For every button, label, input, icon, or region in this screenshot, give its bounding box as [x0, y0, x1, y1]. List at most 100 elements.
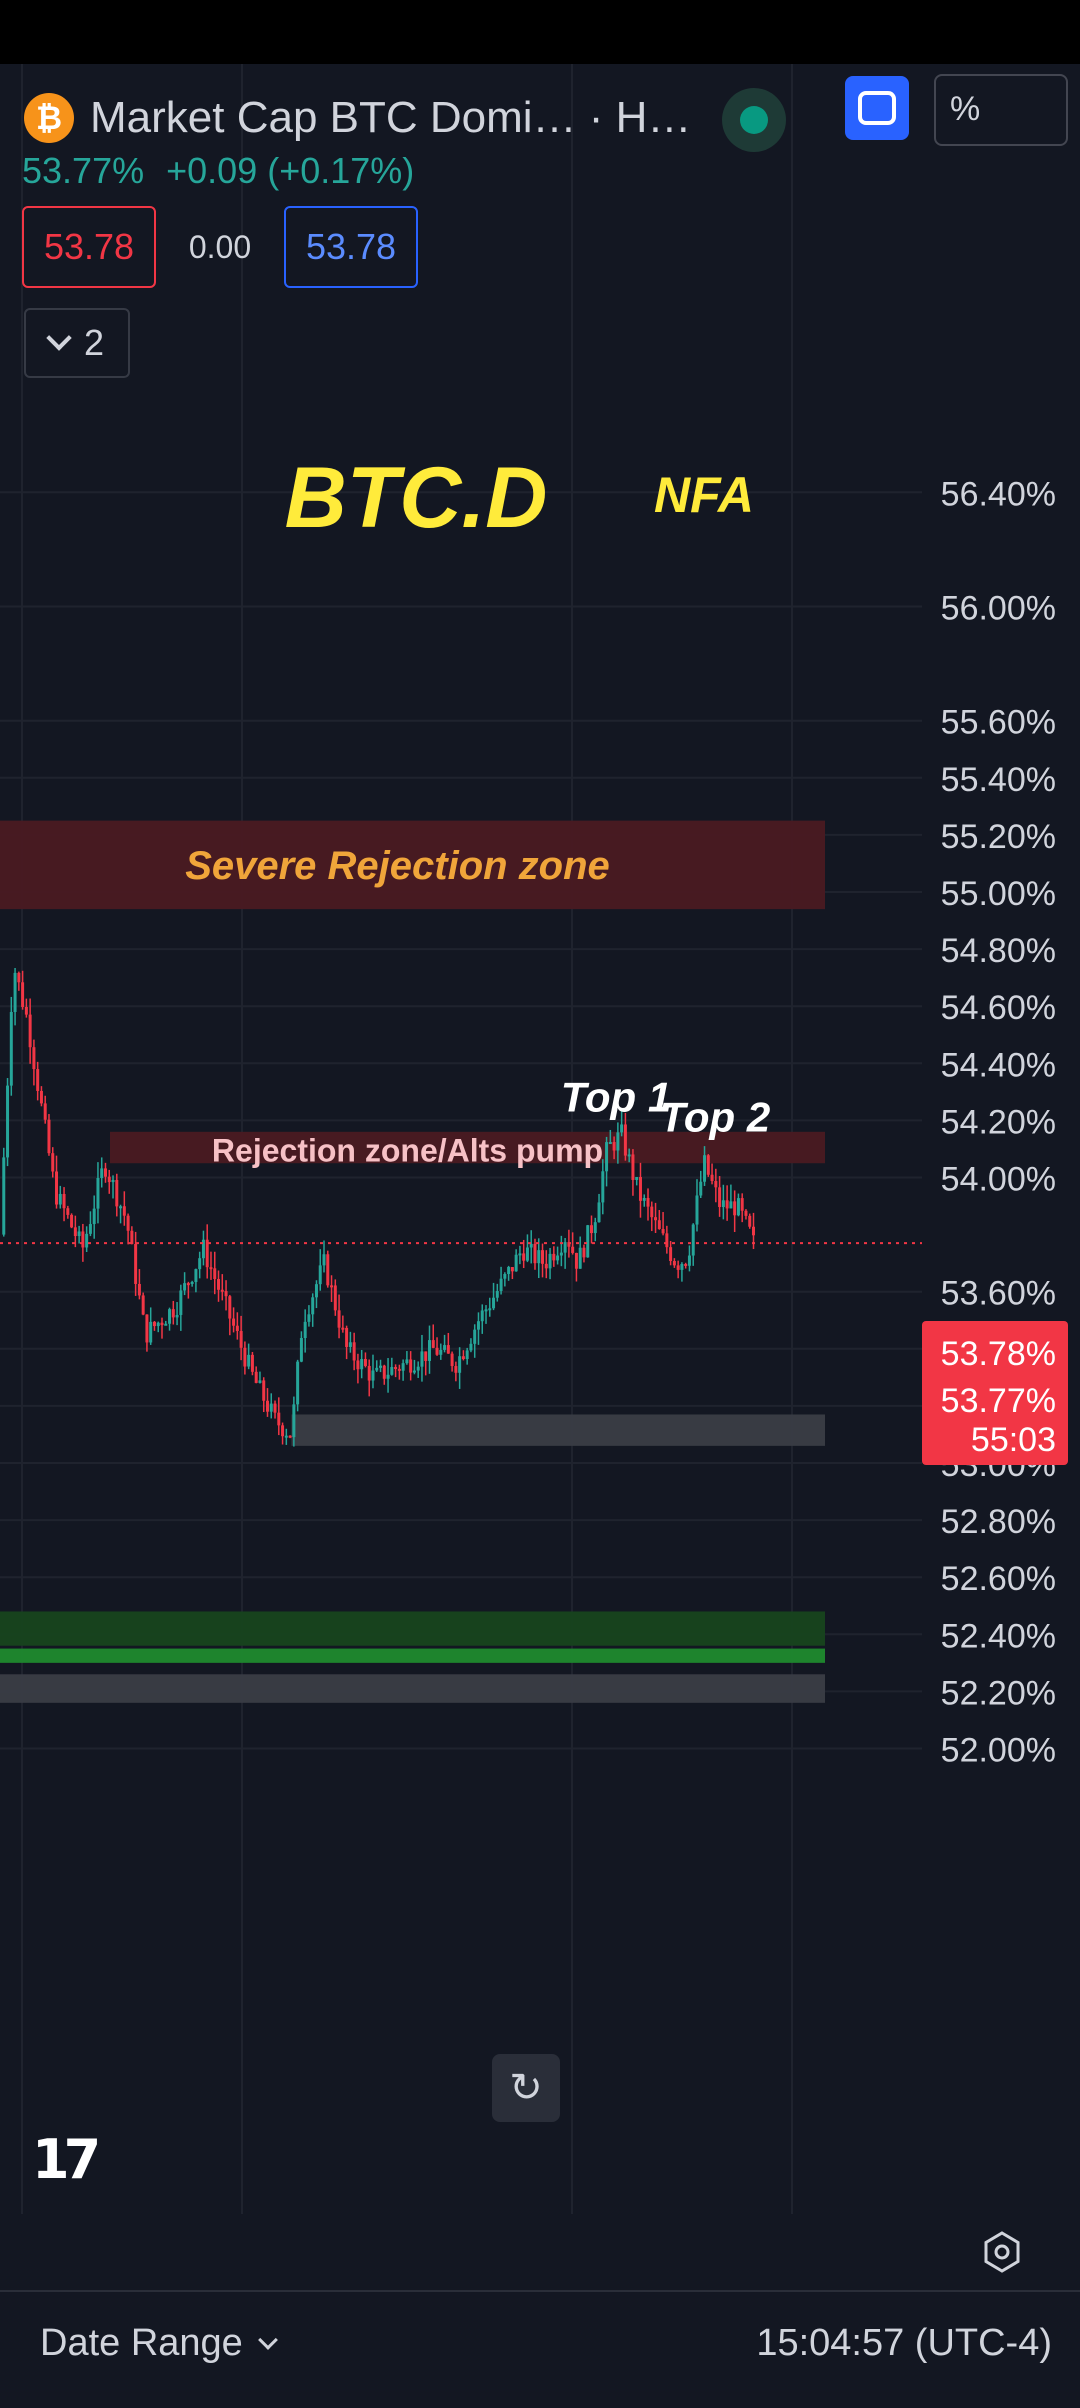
candle-body [32, 1047, 36, 1070]
sell-button[interactable]: 53.78 [22, 206, 156, 288]
candle-body [92, 1208, 96, 1225]
candle-body [492, 1297, 496, 1309]
candle-body [416, 1366, 420, 1371]
candle-body [684, 1263, 688, 1266]
candle-body [58, 1193, 62, 1205]
bottom-toolbar: Date Range 15:04:57 (UTC-4) [0, 2290, 1080, 2408]
candle-body [446, 1345, 450, 1354]
candle-body [691, 1224, 695, 1256]
buy-button[interactable]: 53.78 [284, 206, 418, 288]
y-tick-label: 54.20% [941, 1103, 1056, 1141]
y-tick-label: 55.40% [941, 761, 1056, 799]
candle-body [149, 1321, 153, 1343]
candle-body [401, 1363, 405, 1371]
candle-body [356, 1360, 360, 1370]
candle-body [152, 1321, 156, 1327]
annotation-label: Top 2 [660, 1094, 770, 1141]
candle-body [13, 972, 17, 1012]
candle-body [17, 972, 21, 983]
candle-body [55, 1171, 59, 1205]
zone-rect-3 [0, 1611, 825, 1646]
date-range-button[interactable]: Date Range [40, 2322, 278, 2365]
live-status-dot-icon [740, 106, 768, 134]
candle-body [676, 1265, 680, 1270]
chart-settings-button[interactable] [978, 2228, 1026, 2276]
price-change-row: 53.77% +0.09 (+0.17%) [22, 150, 426, 192]
chart-app: Severe Rejection zone Rejection zone/Alts… [0, 64, 1080, 2408]
candle-body [66, 1208, 70, 1215]
candle-body [548, 1253, 552, 1269]
candle-body [480, 1310, 484, 1322]
price-label-last: 53.77% [941, 1382, 1056, 1420]
candle-body [616, 1132, 620, 1151]
candle-body [461, 1356, 465, 1360]
candle-body [473, 1329, 477, 1344]
zone-label: Rejection zone/Alts pump [212, 1133, 603, 1169]
candle-body [134, 1244, 138, 1284]
candle-body [623, 1124, 627, 1156]
reset-icon: ↻ [509, 2066, 543, 2110]
bid-ask-row: 53.78 0.00 53.78 [22, 206, 418, 288]
candle-body [311, 1297, 315, 1315]
symbol-title[interactable]: Market Cap BTC Domi… · H… [90, 93, 692, 142]
reset-chart-button[interactable]: ↻ [492, 2054, 560, 2122]
candle-body [190, 1281, 194, 1284]
candle-body [533, 1243, 537, 1264]
candle-body [567, 1242, 571, 1247]
candle-body [593, 1222, 597, 1234]
candle-body [254, 1371, 258, 1383]
candle-body [137, 1283, 141, 1296]
candle-body [510, 1267, 514, 1272]
scale-mode-select[interactable]: % [934, 74, 1068, 146]
candle-body [718, 1187, 722, 1208]
candle-body [424, 1351, 428, 1361]
candle-body [205, 1239, 209, 1268]
candle-body [714, 1181, 718, 1188]
chart-area[interactable]: Severe Rejection zone Rejection zone/Alts… [0, 64, 1080, 2224]
symbol-header[interactable]: ₿ Market Cap BTC Domi… · H… [24, 86, 691, 150]
candle-body [503, 1274, 507, 1279]
candle-body [488, 1308, 492, 1311]
price-label-badge [922, 1321, 1068, 1465]
candle-body [119, 1206, 123, 1209]
settings-icon [984, 2231, 1020, 2273]
candle-body [752, 1226, 755, 1236]
fullscreen-button[interactable] [845, 76, 909, 140]
zone-rect-5 [0, 1674, 825, 1703]
candle-body [541, 1250, 545, 1264]
candle-body [156, 1322, 160, 1327]
candle-body [687, 1255, 691, 1266]
candle-body [171, 1309, 175, 1318]
candle-body [620, 1124, 624, 1133]
candle-body [469, 1343, 473, 1351]
candle-body [194, 1269, 198, 1282]
candle-body [631, 1154, 635, 1180]
candle-body [420, 1351, 424, 1367]
candle-body [597, 1202, 601, 1223]
candle-body [586, 1225, 590, 1258]
candle-body [669, 1247, 673, 1261]
candle-body [330, 1285, 334, 1288]
candle-body [318, 1265, 322, 1285]
market-status-indicator[interactable] [722, 88, 786, 152]
candle-body [409, 1359, 413, 1373]
candle-body [284, 1435, 288, 1438]
candle-body [650, 1206, 654, 1218]
candle-body [427, 1340, 431, 1361]
candle-body [47, 1119, 51, 1154]
candle-body [612, 1142, 616, 1151]
candle-body [314, 1284, 318, 1298]
indicators-toggle-button[interactable]: 2 [24, 308, 130, 378]
candle-body [201, 1239, 205, 1259]
candle-body [103, 1168, 107, 1177]
candle-body [9, 1011, 13, 1086]
candle-body [307, 1314, 311, 1322]
zone-rect-2 [291, 1414, 825, 1446]
tradingview-logo-icon[interactable]: 17 [32, 2128, 101, 2191]
candle-body [514, 1254, 518, 1272]
candle-body [744, 1210, 748, 1216]
candle-body [262, 1380, 266, 1401]
candle-body [337, 1310, 341, 1328]
spread-value: 0.00 [188, 228, 252, 265]
candle-body [721, 1200, 725, 1208]
